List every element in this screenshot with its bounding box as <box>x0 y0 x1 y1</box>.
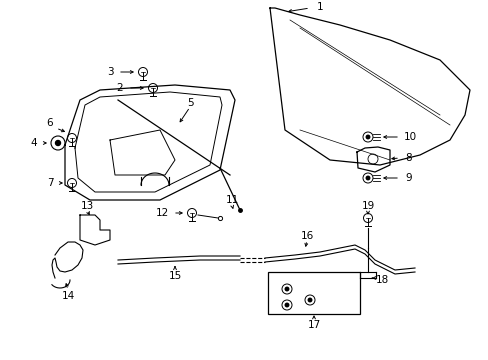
Circle shape <box>285 303 288 307</box>
Text: 11: 11 <box>225 195 238 205</box>
Text: 8: 8 <box>405 153 411 163</box>
Circle shape <box>366 176 369 180</box>
Circle shape <box>55 140 61 145</box>
Text: 4: 4 <box>31 138 37 148</box>
Text: 3: 3 <box>106 67 113 77</box>
Text: 10: 10 <box>403 132 416 142</box>
Text: 17: 17 <box>307 320 320 330</box>
Text: 6: 6 <box>46 118 53 128</box>
Circle shape <box>307 298 311 302</box>
Text: 12: 12 <box>155 208 168 218</box>
Text: 14: 14 <box>61 291 75 301</box>
Text: 16: 16 <box>300 231 313 241</box>
Circle shape <box>366 135 369 139</box>
Text: 1: 1 <box>316 2 323 12</box>
Text: 9: 9 <box>405 173 411 183</box>
Text: 13: 13 <box>80 201 93 211</box>
Text: 2: 2 <box>117 83 123 93</box>
Circle shape <box>285 287 288 291</box>
Text: 19: 19 <box>361 201 374 211</box>
Text: 5: 5 <box>187 98 194 108</box>
Text: 7: 7 <box>46 178 53 188</box>
Text: 15: 15 <box>168 271 181 281</box>
Bar <box>267 272 359 314</box>
Text: 18: 18 <box>375 275 388 285</box>
